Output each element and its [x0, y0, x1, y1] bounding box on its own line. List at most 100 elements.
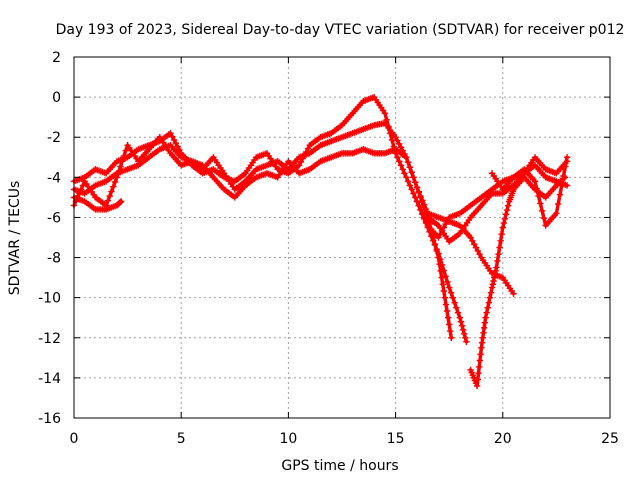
data-point [440, 224, 447, 231]
data-point [167, 130, 174, 137]
data-point [111, 178, 119, 186]
data-point [419, 210, 426, 217]
y-axis-label: SDTVAR / TECUs [7, 181, 23, 296]
data-point [399, 166, 406, 173]
data-point [563, 154, 571, 161]
data-point [118, 198, 125, 205]
data-point [435, 234, 442, 241]
data-point [170, 136, 178, 144]
data-point [304, 145, 312, 152]
data-point [473, 382, 481, 390]
data-point [442, 220, 449, 228]
data-series [70, 93, 571, 390]
data-point [449, 294, 456, 301]
data-point [476, 363, 483, 371]
data-point [486, 294, 494, 301]
x-tick-label: 25 [601, 431, 619, 447]
data-point [482, 314, 489, 321]
data-point [461, 330, 468, 337]
data-point [453, 304, 460, 311]
data-point [538, 207, 546, 214]
y-tick-label: -4 [47, 170, 61, 186]
data-point [404, 178, 412, 185]
data-point [429, 237, 437, 244]
data-point [437, 231, 444, 238]
data-point [442, 301, 450, 308]
data-point [510, 290, 517, 297]
data-point [404, 159, 412, 166]
data-point [495, 251, 502, 258]
data-point [387, 130, 394, 137]
data-point [122, 147, 129, 154]
data-point [381, 110, 389, 117]
data-point [444, 314, 452, 321]
data-point [505, 202, 512, 209]
grid-lines [74, 57, 610, 418]
data-point [421, 214, 428, 221]
data-point [412, 194, 419, 201]
data-point [475, 370, 482, 377]
data-point [438, 261, 446, 269]
data-point [301, 152, 308, 159]
data-point [388, 136, 396, 144]
data-point [484, 304, 491, 311]
data-point [408, 169, 415, 176]
x-axis-label: GPS time / hours [281, 458, 398, 474]
data-point [497, 237, 504, 244]
y-tick-label: 0 [52, 90, 61, 106]
data-point [117, 163, 124, 170]
data-point [108, 188, 115, 195]
data-point [535, 192, 542, 200]
data-point [406, 164, 414, 171]
data-point [394, 154, 401, 161]
y-tick-label: -16 [38, 411, 61, 427]
data-point [440, 287, 447, 295]
data-point [531, 178, 539, 185]
x-tick-label: 0 [70, 431, 79, 447]
data-point [447, 327, 454, 335]
chart-title: Day 193 of 2023, Sidereal Day-to-day VTE… [56, 22, 625, 38]
data-point [560, 172, 567, 180]
data-point [403, 154, 410, 161]
data-point [438, 227, 446, 234]
data-point [385, 123, 392, 130]
y-tick-label: -2 [47, 130, 61, 146]
series-track-f [467, 174, 569, 390]
data-point [79, 182, 87, 189]
data-point [435, 250, 442, 257]
data-point [441, 294, 449, 301]
data-point [428, 233, 435, 240]
data-point [498, 231, 505, 238]
plot-frame [73, 56, 611, 419]
data-point [397, 144, 405, 151]
data-point [403, 174, 410, 181]
x-tick-label: 20 [494, 431, 512, 447]
data-point [456, 314, 464, 321]
data-point [476, 251, 483, 258]
series-line [468, 175, 567, 388]
y-tick-label: 2 [52, 50, 61, 66]
data-point [169, 133, 176, 140]
y-tick-label: -8 [47, 251, 61, 267]
data-point [472, 244, 480, 251]
data-point [446, 321, 453, 328]
data-point [297, 158, 305, 166]
data-point [556, 191, 564, 198]
data-point [422, 218, 430, 225]
data-point [431, 241, 439, 249]
data-point [447, 289, 455, 296]
data-point [467, 234, 474, 241]
data-point [421, 201, 428, 208]
data-point [462, 334, 469, 341]
data-point [410, 190, 417, 197]
data-point [106, 192, 113, 200]
data-point [491, 271, 499, 278]
data-point [295, 162, 303, 169]
data-point [392, 134, 399, 141]
series-line [72, 95, 469, 344]
data-point [457, 318, 465, 325]
data-point [476, 357, 484, 364]
data-point [417, 192, 424, 200]
x-tick-label: 10 [279, 431, 297, 447]
data-point [446, 284, 453, 291]
